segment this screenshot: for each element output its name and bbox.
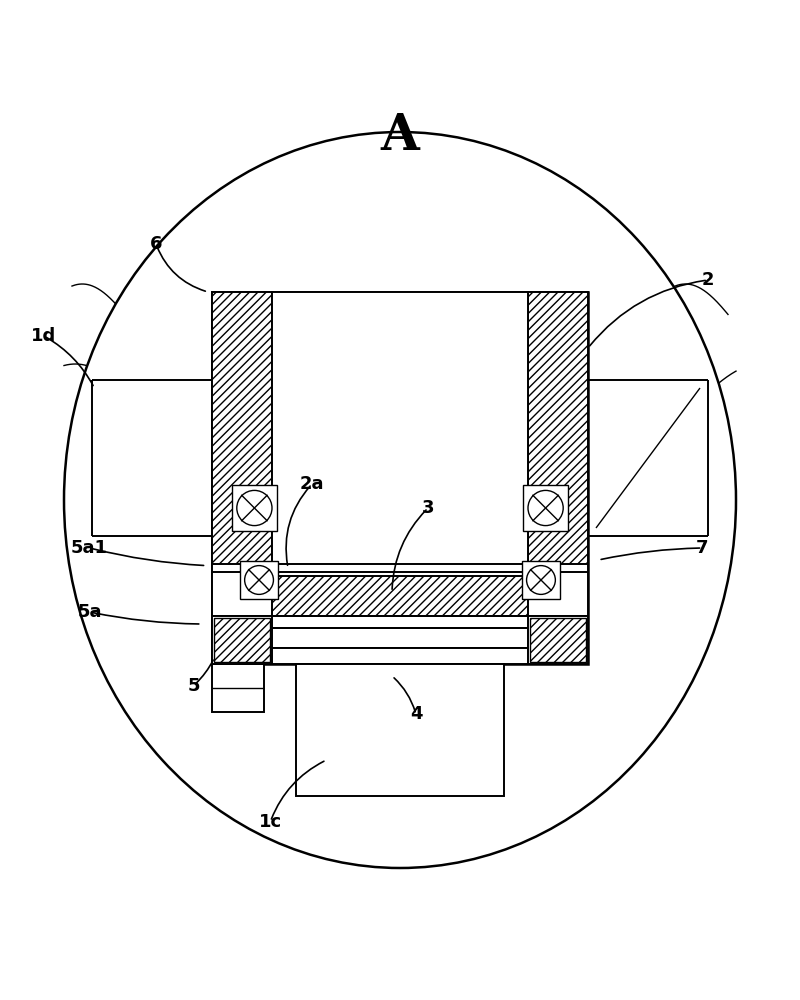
Text: 2: 2 bbox=[702, 271, 714, 289]
Bar bbox=[522, 485, 569, 531]
Bar bbox=[231, 485, 278, 531]
Bar bbox=[212, 292, 272, 664]
Text: 5a1: 5a1 bbox=[71, 539, 108, 557]
Bar bbox=[522, 561, 560, 599]
Text: 2a: 2a bbox=[300, 475, 324, 493]
Circle shape bbox=[528, 490, 563, 526]
Bar bbox=[212, 292, 588, 664]
Bar bbox=[212, 628, 588, 648]
Text: 1d: 1d bbox=[31, 327, 57, 345]
Bar bbox=[212, 648, 588, 664]
Text: 1c: 1c bbox=[259, 813, 282, 831]
Bar bbox=[296, 664, 504, 796]
Bar bbox=[272, 576, 528, 616]
Text: 5: 5 bbox=[187, 677, 200, 695]
Text: 4: 4 bbox=[410, 705, 422, 723]
Bar bbox=[212, 616, 272, 664]
Ellipse shape bbox=[64, 132, 736, 868]
Text: 6: 6 bbox=[150, 235, 162, 253]
Bar bbox=[214, 618, 270, 662]
Bar bbox=[528, 292, 588, 664]
Text: 7: 7 bbox=[696, 539, 709, 557]
Bar bbox=[528, 616, 588, 664]
Circle shape bbox=[526, 566, 555, 594]
Bar bbox=[212, 664, 264, 712]
Circle shape bbox=[245, 566, 274, 594]
Bar bbox=[530, 618, 586, 662]
Bar bbox=[240, 561, 278, 599]
Text: A: A bbox=[381, 111, 419, 160]
Bar bbox=[272, 292, 528, 572]
Text: 5a: 5a bbox=[78, 603, 102, 621]
Bar bbox=[212, 564, 588, 628]
Text: 3: 3 bbox=[422, 499, 434, 517]
Circle shape bbox=[237, 490, 272, 526]
